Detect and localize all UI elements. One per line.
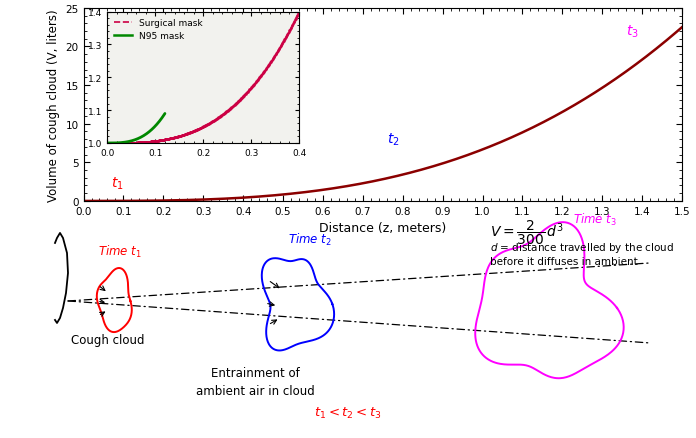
Text: $t_1$: $t_1$ — [111, 176, 124, 192]
Text: Time $t_1$: Time $t_1$ — [98, 244, 142, 259]
Text: $t_1 < t_2 < t_3$: $t_1 < t_2 < t_3$ — [314, 405, 382, 420]
Text: Entrainment of
ambient air in cloud: Entrainment of ambient air in cloud — [196, 366, 315, 397]
Text: $t_3$: $t_3$ — [626, 24, 639, 40]
Text: Cough cloud: Cough cloud — [71, 333, 145, 346]
X-axis label: Distance (z, meters): Distance (z, meters) — [319, 222, 446, 235]
Text: $d$ = distance travelled by the cloud: $d$ = distance travelled by the cloud — [490, 240, 674, 254]
Text: before it diffuses in ambient: before it diffuses in ambient — [490, 256, 638, 266]
Text: Time $t_3$: Time $t_3$ — [573, 212, 617, 227]
Text: Time $t_2$: Time $t_2$ — [288, 231, 332, 247]
Y-axis label: Volume of cough cloud (V, liters): Volume of cough cloud (V, liters) — [47, 9, 60, 201]
Text: $V = \dfrac{2}{300}\,d^3$: $V = \dfrac{2}{300}\,d^3$ — [490, 219, 564, 247]
Text: $t_2$: $t_2$ — [387, 132, 400, 148]
